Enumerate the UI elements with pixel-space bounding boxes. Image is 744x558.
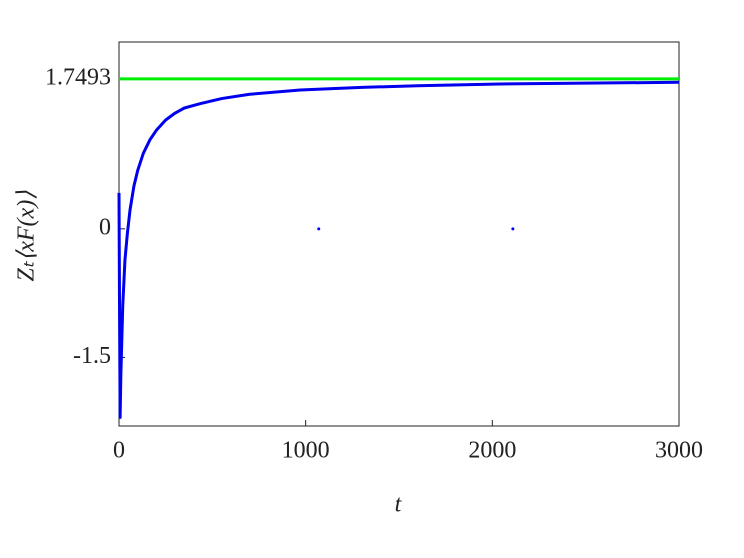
- x-tick-label: 3000: [655, 438, 703, 464]
- y-tick-label: -1.5: [73, 343, 111, 369]
- x-tick-label: 0: [113, 438, 125, 464]
- x-tick-label: 1000: [282, 438, 330, 464]
- y-tick-label: 1.7493: [45, 64, 111, 90]
- y-axis-label: Zₜ⟨xF(x)⟩: [14, 190, 40, 282]
- y-tick-label: 0: [99, 214, 111, 240]
- data-point: [511, 227, 515, 231]
- x-tick-label: 2000: [468, 438, 516, 464]
- data-point: [317, 227, 321, 231]
- x-axis-label: t: [395, 492, 403, 518]
- data-line: [117, 80, 680, 419]
- plot-frame: [118, 41, 680, 427]
